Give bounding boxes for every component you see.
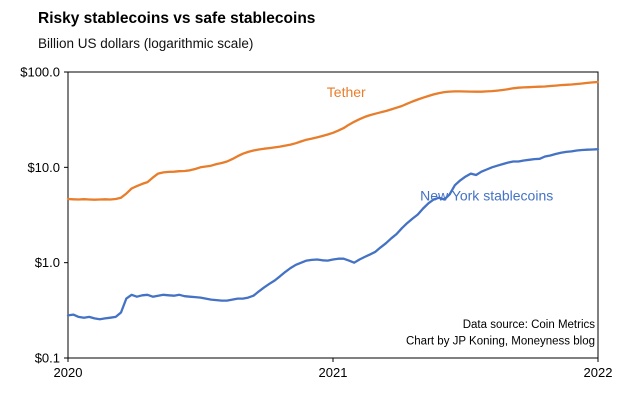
series-line-tether bbox=[66, 80, 600, 201]
series-line-new-york-stablecoins bbox=[66, 148, 600, 321]
y-tick-label: $1.0 bbox=[35, 255, 60, 270]
chart-subtitle: Billion US dollars (logarithmic scale) bbox=[38, 35, 254, 51]
annotation-tether: Tether bbox=[327, 84, 366, 100]
plot-border bbox=[67, 71, 599, 359]
chart-header: Risky stablecoins vs safe stablecoins Bi… bbox=[38, 10, 315, 51]
y-tick-label: $10.0 bbox=[27, 160, 60, 175]
x-tick-label: 2021 bbox=[319, 365, 348, 380]
x-tick-label: 2022 bbox=[584, 365, 613, 380]
source-line-1: Data source: Coin Metrics bbox=[463, 319, 596, 331]
y-tick-label: $0.1 bbox=[35, 351, 60, 366]
annotation-new-york-stablecoins: New York stablecoins bbox=[420, 187, 553, 203]
chart-title: Risky stablecoins vs safe stablecoins bbox=[38, 10, 316, 27]
y-tick-label: $100.0 bbox=[20, 65, 60, 80]
x-tick-label: 2020 bbox=[54, 365, 83, 380]
source-line-2: Chart by JP Koning, Moneyness blog bbox=[406, 336, 595, 348]
